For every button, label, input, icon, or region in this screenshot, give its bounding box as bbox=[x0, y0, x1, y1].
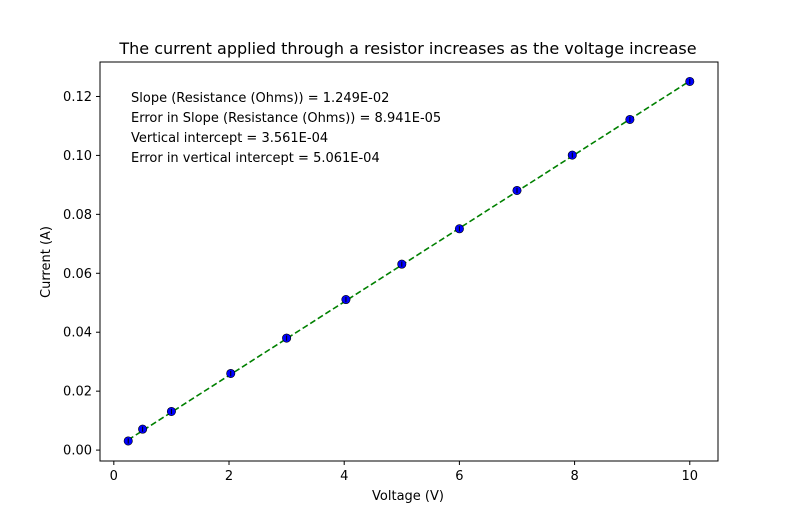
data-point bbox=[166, 406, 176, 416]
annotation-intercept: Vertical intercept = 3.561E-04 bbox=[131, 131, 328, 146]
data-point bbox=[512, 185, 522, 195]
annotation-slope: Slope (Resistance (Ohms)) = 1.249E-02 bbox=[131, 91, 389, 106]
x-tick-label: 6 bbox=[455, 469, 463, 484]
data-point bbox=[454, 224, 464, 234]
data-point bbox=[282, 333, 292, 343]
annotation-intercept-error: Error in vertical intercept = 5.061E-04 bbox=[131, 151, 380, 166]
data-point bbox=[123, 436, 133, 446]
data-point bbox=[341, 295, 351, 305]
y-tick-label: 0.12 bbox=[63, 90, 92, 105]
fit-annotations: Slope (Resistance (Ohms)) = 1.249E-02 Er… bbox=[131, 91, 441, 166]
annotation-slope-error: Error in Slope (Resistance (Ohms)) = 8.9… bbox=[131, 111, 441, 126]
x-tick-label: 8 bbox=[570, 469, 578, 484]
x-axis: 0 2 4 6 8 10 bbox=[110, 461, 698, 484]
x-tick-label: 4 bbox=[340, 469, 348, 484]
data-point bbox=[226, 368, 236, 378]
y-tick-label: 0.00 bbox=[63, 444, 92, 459]
y-axis-label: Current (A) bbox=[39, 226, 54, 298]
y-tick-label: 0.02 bbox=[63, 385, 92, 400]
y-tick-label: 0.10 bbox=[63, 149, 92, 164]
x-tick-label: 10 bbox=[682, 469, 699, 484]
x-tick-label: 2 bbox=[225, 469, 233, 484]
fit-line-layer bbox=[127, 80, 691, 441]
fit-line bbox=[127, 80, 691, 441]
x-tick-label: 0 bbox=[110, 469, 118, 484]
data-point bbox=[397, 259, 407, 269]
data-point bbox=[625, 114, 635, 124]
data-point bbox=[138, 424, 148, 434]
x-axis-label: Voltage (V) bbox=[372, 489, 444, 504]
chart-title: The current applied through a resistor i… bbox=[118, 39, 696, 58]
y-tick-label: 0.08 bbox=[63, 208, 92, 223]
y-axis: 0.00 0.02 0.04 0.06 0.08 0.10 0.12 bbox=[63, 90, 100, 459]
data-points-layer bbox=[123, 76, 695, 446]
y-tick-label: 0.06 bbox=[63, 267, 92, 282]
data-point bbox=[567, 150, 577, 160]
y-tick-label: 0.04 bbox=[63, 326, 92, 341]
data-point bbox=[685, 76, 695, 86]
